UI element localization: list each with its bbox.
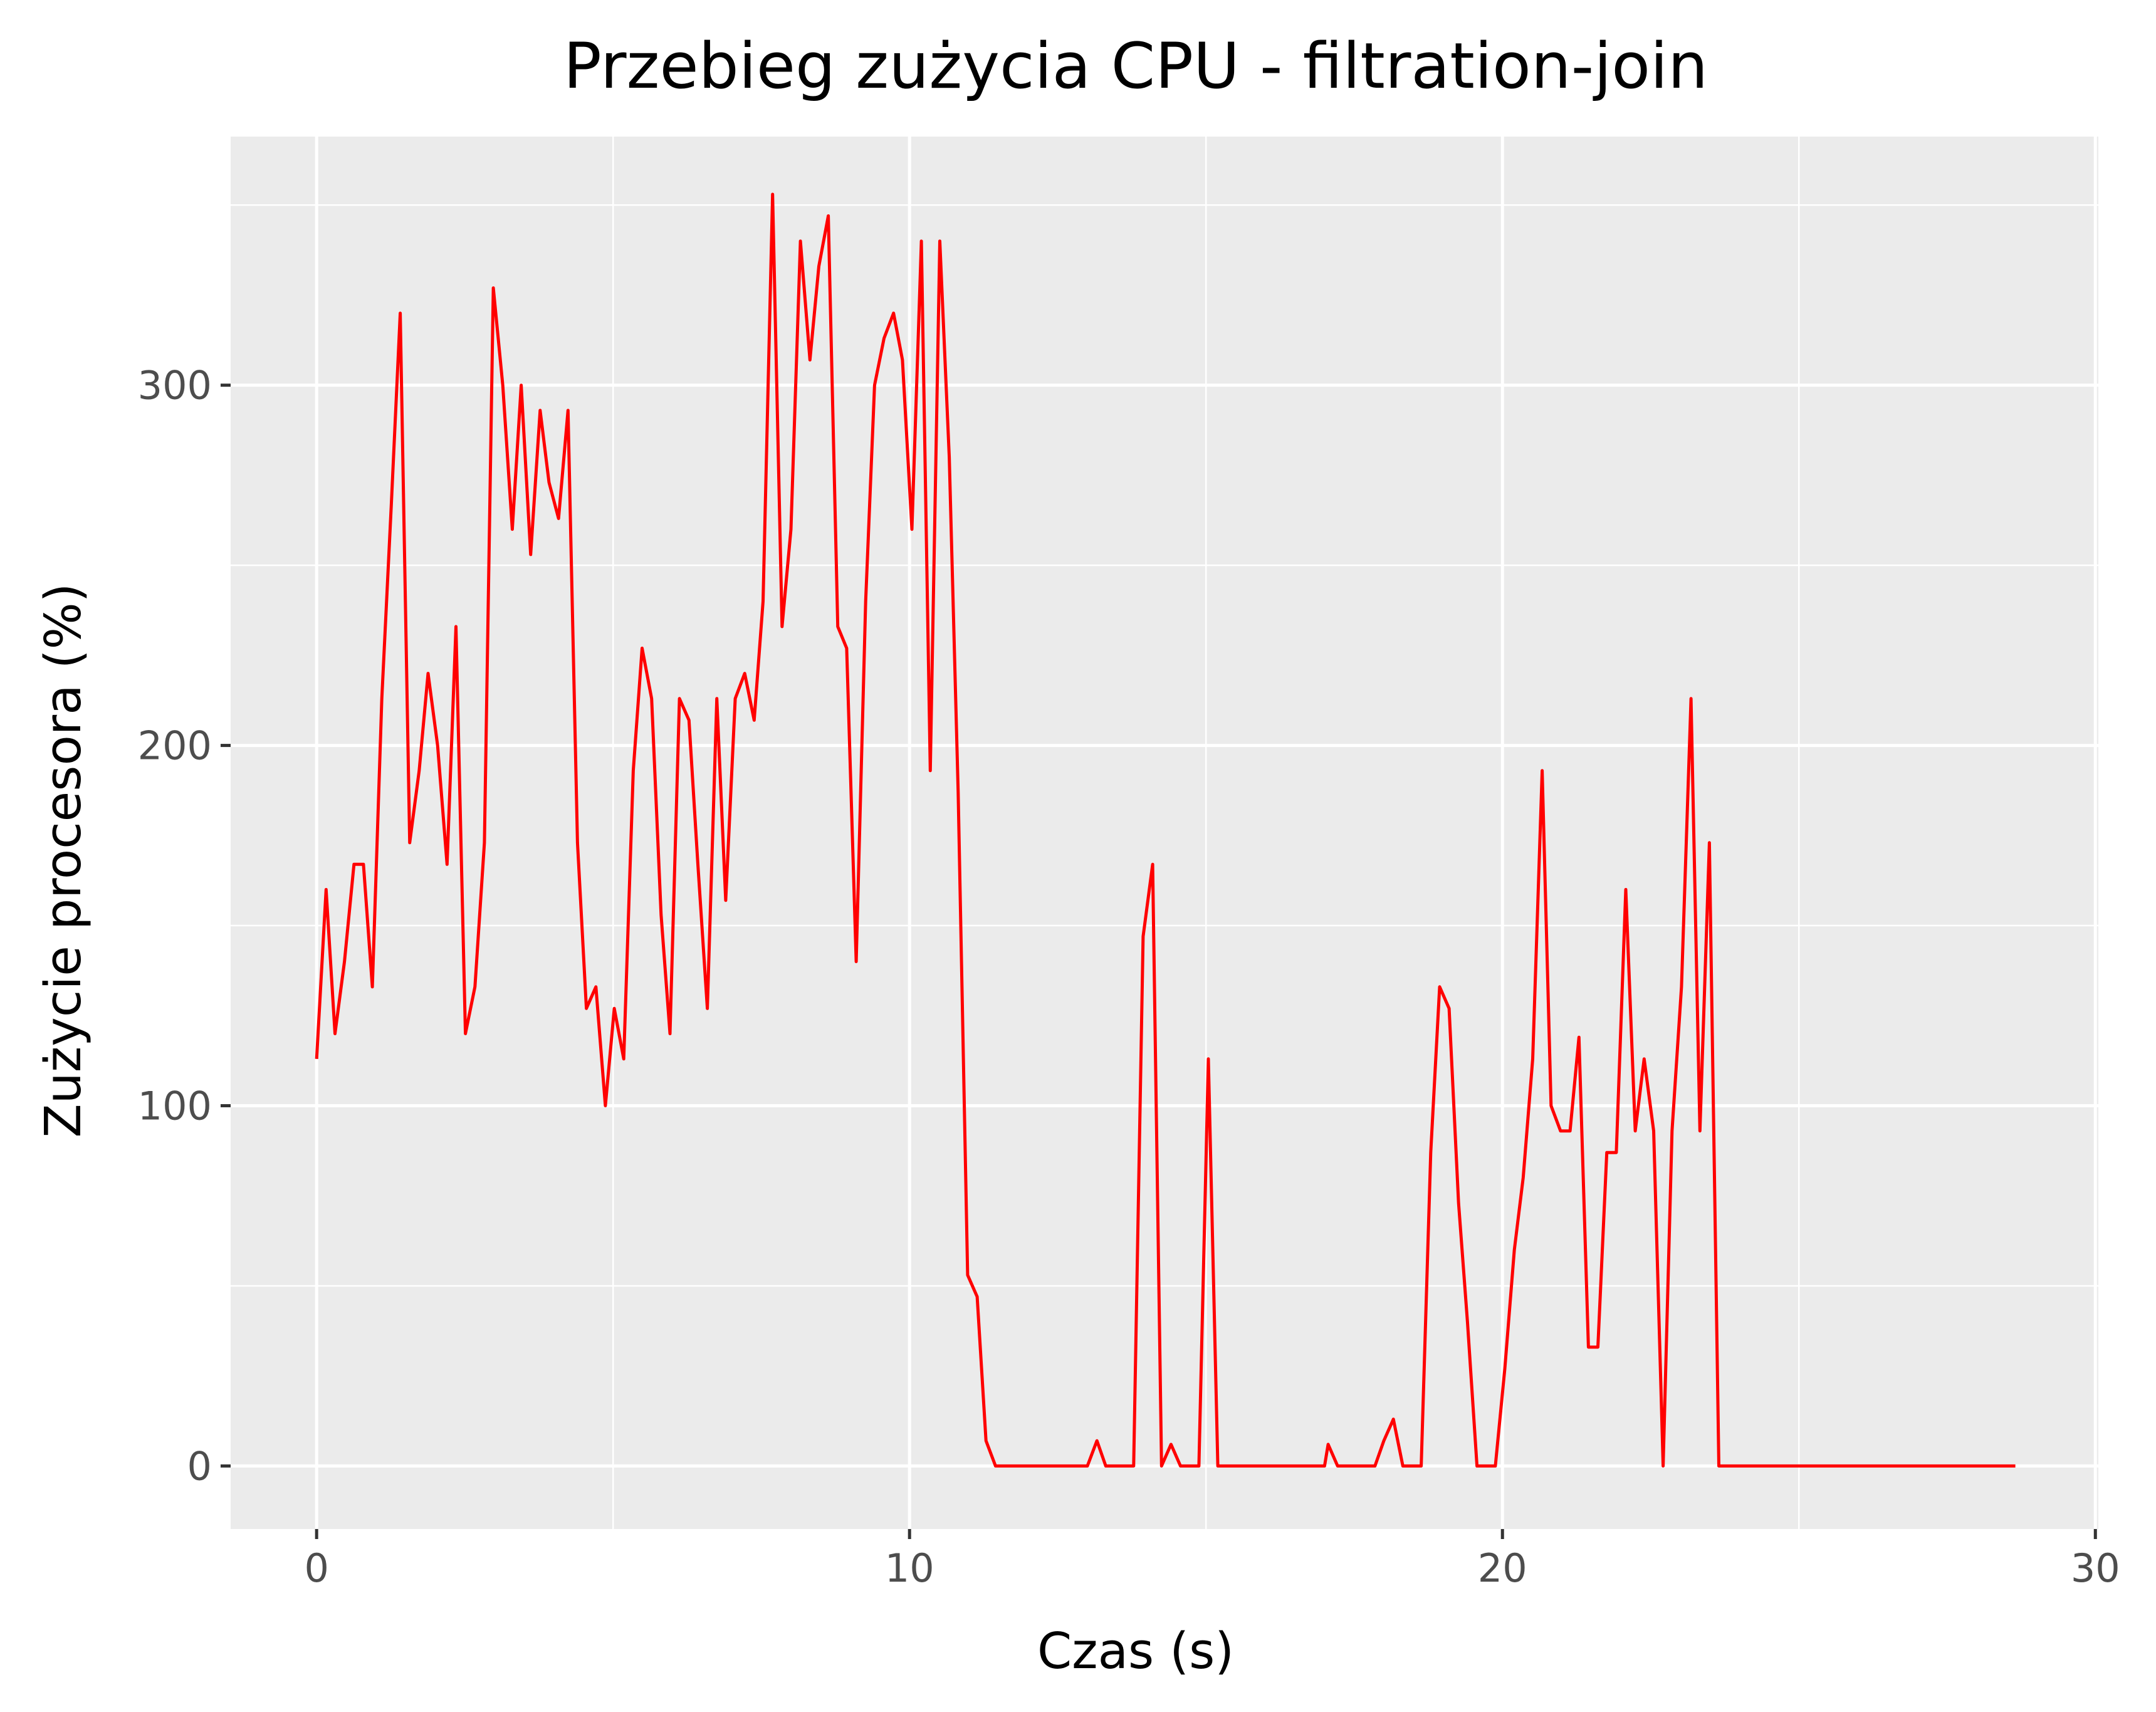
x-tick-label: 10 bbox=[885, 1545, 934, 1591]
y-tick-label: 200 bbox=[138, 723, 212, 769]
y-tick-label: 100 bbox=[138, 1083, 212, 1129]
x-axis-title: Czas (s) bbox=[1037, 1622, 1234, 1680]
major-gridlines bbox=[231, 137, 2098, 1529]
x-tick-label: 20 bbox=[1478, 1545, 1527, 1591]
y-tick-label: 300 bbox=[138, 363, 212, 409]
minor-gridlines bbox=[231, 137, 2098, 1529]
series-line bbox=[315, 192, 2016, 1468]
plot-panel bbox=[231, 137, 2098, 1529]
y-axis: 0 100 200 300 bbox=[138, 363, 231, 1489]
x-axis: 0 10 20 30 bbox=[304, 1529, 2120, 1591]
chart-title: Przebieg zużycia CPU - filtration-join bbox=[563, 29, 1708, 103]
x-tick-label: 0 bbox=[304, 1545, 328, 1591]
x-tick-label: 30 bbox=[2071, 1545, 2120, 1591]
y-tick-label: 0 bbox=[187, 1443, 212, 1489]
y-axis-title: Zużycie procesora (%) bbox=[34, 583, 92, 1138]
series-layer bbox=[315, 192, 2016, 1468]
